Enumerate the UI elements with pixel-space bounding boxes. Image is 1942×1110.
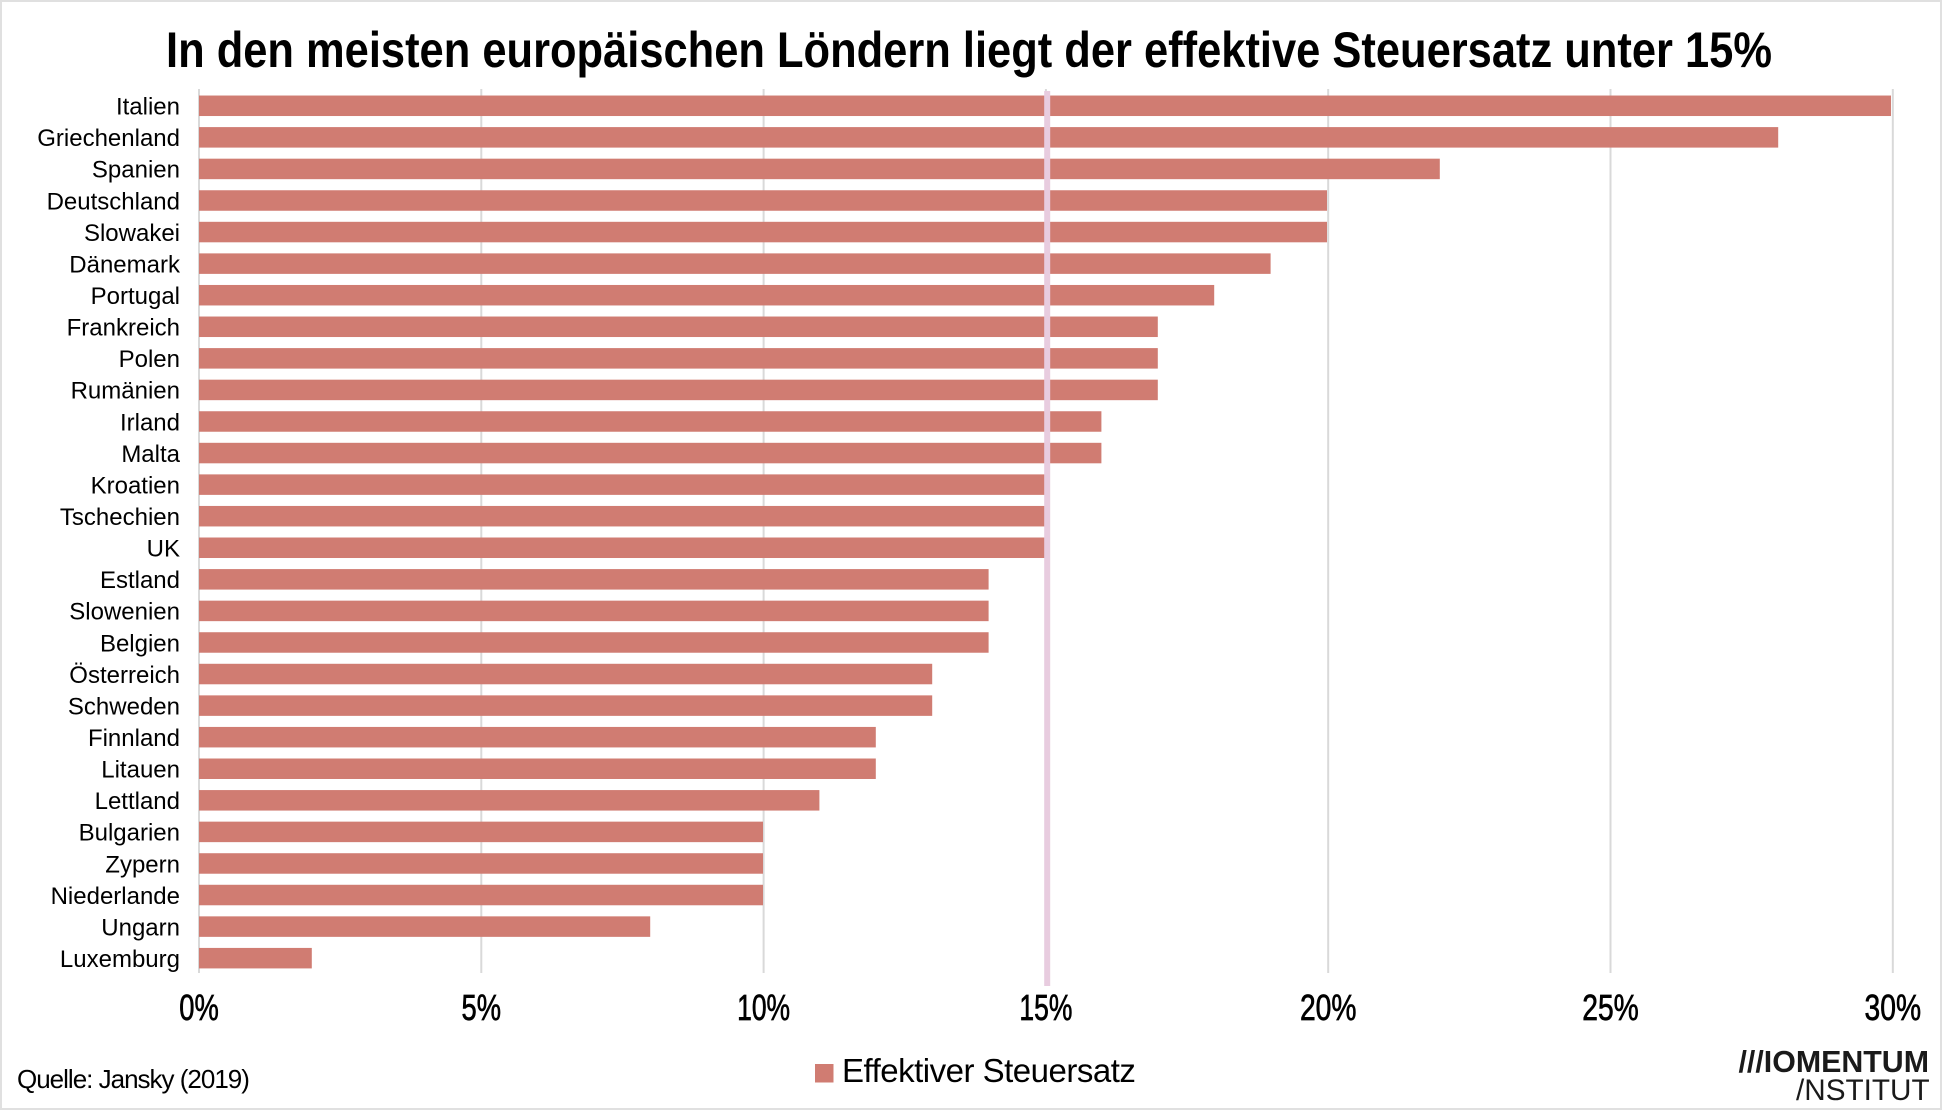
svg-text:Spanien: Spanien (92, 157, 180, 184)
svg-text:Effektiver Steuersatz: Effektiver Steuersatz (842, 1052, 1135, 1089)
svg-text:Bulgarien: Bulgarien (79, 820, 180, 847)
svg-text:Tschechien: Tschechien (60, 504, 180, 531)
svg-text:Estland: Estland (100, 567, 180, 594)
svg-text:5%: 5% (462, 987, 502, 1028)
svg-text:25%: 25% (1582, 987, 1639, 1028)
svg-text:Slowakei: Slowakei (84, 220, 180, 247)
svg-text:10%: 10% (737, 987, 790, 1028)
svg-text:Litauen: Litauen (101, 757, 180, 784)
svg-text:/NSTITUT: /NSTITUT (1796, 1074, 1930, 1107)
svg-text:Griechenland: Griechenland (37, 125, 180, 152)
svg-text:Lettland: Lettland (95, 788, 180, 815)
svg-text:Quelle: Jansky (2019): Quelle: Jansky (2019) (17, 1064, 249, 1094)
svg-text:Dänemark: Dänemark (69, 251, 181, 278)
svg-text:Rumänien: Rumänien (71, 378, 180, 405)
svg-text:///IOMENTUM: ///IOMENTUM (1739, 1044, 1930, 1079)
svg-text:Frankreich: Frankreich (67, 315, 180, 342)
svg-text:Deutschland: Deutschland (47, 188, 180, 215)
svg-text:30%: 30% (1865, 987, 1922, 1028)
svg-text:Finnland: Finnland (88, 725, 180, 752)
svg-text:15%: 15% (1019, 987, 1072, 1028)
svg-text:UK: UK (147, 536, 180, 563)
svg-text:Luxemburg: Luxemburg (60, 946, 180, 973)
svg-text:Niederlande: Niederlande (51, 883, 180, 910)
svg-text:In den meisten europäischen Lö: In den meisten europäischen Löndern lieg… (166, 22, 1772, 78)
svg-text:Polen: Polen (119, 346, 180, 373)
svg-text:20%: 20% (1300, 987, 1357, 1028)
svg-text:Kroatien: Kroatien (91, 472, 180, 499)
svg-text:Italien: Italien (116, 94, 180, 121)
svg-text:Slowenien: Slowenien (69, 599, 180, 626)
svg-text:Ungarn: Ungarn (101, 914, 180, 941)
svg-text:Zypern: Zypern (105, 851, 180, 878)
svg-text:Malta: Malta (121, 441, 180, 468)
svg-text:Österreich: Österreich (69, 662, 180, 689)
svg-text:Schweden: Schweden (68, 693, 180, 720)
svg-text:0%: 0% (179, 987, 219, 1028)
svg-text:Portugal: Portugal (91, 283, 180, 310)
svg-text:Irland: Irland (120, 409, 180, 436)
svg-text:Belgien: Belgien (100, 630, 180, 657)
